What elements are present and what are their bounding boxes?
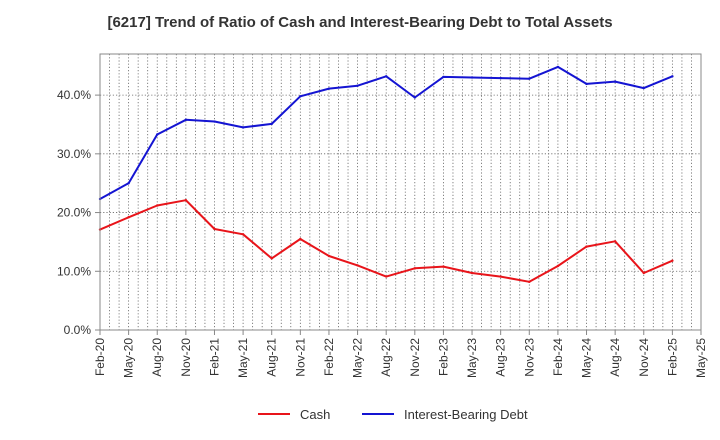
data-point-cash [671, 259, 674, 262]
data-point-interest-bearing-debt [127, 181, 130, 185]
x-tick-label: Feb-20 [93, 338, 107, 376]
data-point-interest-bearing-debt [470, 76, 474, 79]
data-point-interest-bearing-debt [585, 82, 588, 86]
x-tick-label: May-21 [236, 338, 250, 378]
grid-lines [100, 54, 701, 330]
data-point-cash [299, 237, 302, 241]
chart-title: [6217] Trend of Ratio of Cash and Intere… [107, 14, 613, 31]
x-tick-label: May-20 [122, 338, 136, 378]
legend-label-cash: Cash [300, 407, 330, 422]
data-point-cash [528, 280, 531, 284]
legend: Cash Interest-Bearing Debt [258, 407, 528, 422]
data-point-interest-bearing-debt [671, 75, 674, 78]
y-tick-label: 30.0% [57, 147, 91, 161]
y-tick-label: 10.0% [57, 264, 91, 278]
y-tick-label: 40.0% [57, 88, 91, 102]
y-tick-label: 0.0% [64, 323, 92, 337]
data-point-interest-bearing-debt [356, 84, 359, 87]
data-point-cash [213, 227, 216, 231]
data-point-interest-bearing-debt [442, 75, 445, 79]
data-point-interest-bearing-debt [384, 75, 388, 78]
y-axis-ticks: 0.0% 10.0% 20.0% 30.0% 40.0% [57, 88, 100, 337]
data-point-interest-bearing-debt [213, 120, 216, 123]
x-tick-label: Aug-22 [379, 338, 393, 377]
series-layer [98, 65, 674, 284]
x-tick-label: Feb-24 [551, 338, 565, 376]
x-tick-label: Aug-23 [494, 338, 508, 377]
data-point-cash [613, 240, 617, 243]
x-axis-ticks: Feb-20 May-20 Aug-20 Nov-20 Feb-21 May-21 Aug-… [93, 330, 708, 378]
data-point-cash [499, 275, 502, 278]
data-point-interest-bearing-debt [327, 87, 331, 90]
data-point-cash [127, 216, 130, 219]
data-point-cash [384, 275, 388, 278]
y-tick-label: 20.0% [57, 206, 91, 220]
x-tick-label: Feb-23 [436, 338, 450, 376]
legend-label-interest-bearing-debt: Interest-Bearing Debt [404, 407, 528, 422]
x-tick-label: Feb-22 [322, 338, 336, 376]
plot-background [100, 54, 701, 330]
x-tick-label: May-25 [694, 338, 708, 378]
data-point-interest-bearing-debt [270, 122, 273, 126]
data-point-cash [184, 199, 188, 202]
x-tick-label: Nov-22 [408, 338, 422, 377]
x-tick-label: Feb-21 [207, 338, 221, 376]
data-point-interest-bearing-debt [241, 126, 245, 129]
data-point-cash [156, 204, 159, 207]
data-point-interest-bearing-debt [528, 77, 531, 80]
data-point-interest-bearing-debt [299, 95, 302, 98]
x-tick-label: Aug-20 [150, 338, 164, 377]
x-tick-label: May-24 [580, 338, 594, 378]
data-point-interest-bearing-debt [556, 65, 560, 69]
data-point-interest-bearing-debt [413, 96, 417, 99]
data-point-cash [270, 257, 273, 260]
x-tick-label: Aug-21 [265, 338, 279, 377]
data-point-cash [470, 271, 474, 275]
x-tick-label: Nov-23 [522, 338, 536, 377]
data-point-cash [413, 267, 417, 270]
data-point-interest-bearing-debt [642, 86, 645, 90]
plot-border [99, 53, 702, 331]
x-tick-label: May-22 [351, 338, 365, 378]
data-point-cash [241, 233, 245, 236]
data-point-cash [356, 264, 359, 267]
data-point-interest-bearing-debt [184, 118, 188, 121]
x-tick-label: May-23 [465, 338, 479, 378]
data-point-interest-bearing-debt [613, 80, 617, 83]
data-point-cash [327, 254, 331, 258]
x-tick-label: Feb-25 [665, 338, 679, 376]
data-point-cash [442, 265, 445, 268]
x-tick-label: Aug-24 [608, 338, 622, 377]
data-point-interest-bearing-debt [156, 133, 159, 136]
x-tick-label: Nov-20 [179, 338, 193, 377]
x-tick-label: Nov-21 [293, 338, 307, 377]
data-point-cash [642, 271, 645, 275]
data-point-cash [556, 264, 560, 268]
data-point-interest-bearing-debt [499, 76, 502, 80]
x-tick-label: Nov-24 [637, 338, 651, 377]
data-point-cash [585, 245, 588, 248]
